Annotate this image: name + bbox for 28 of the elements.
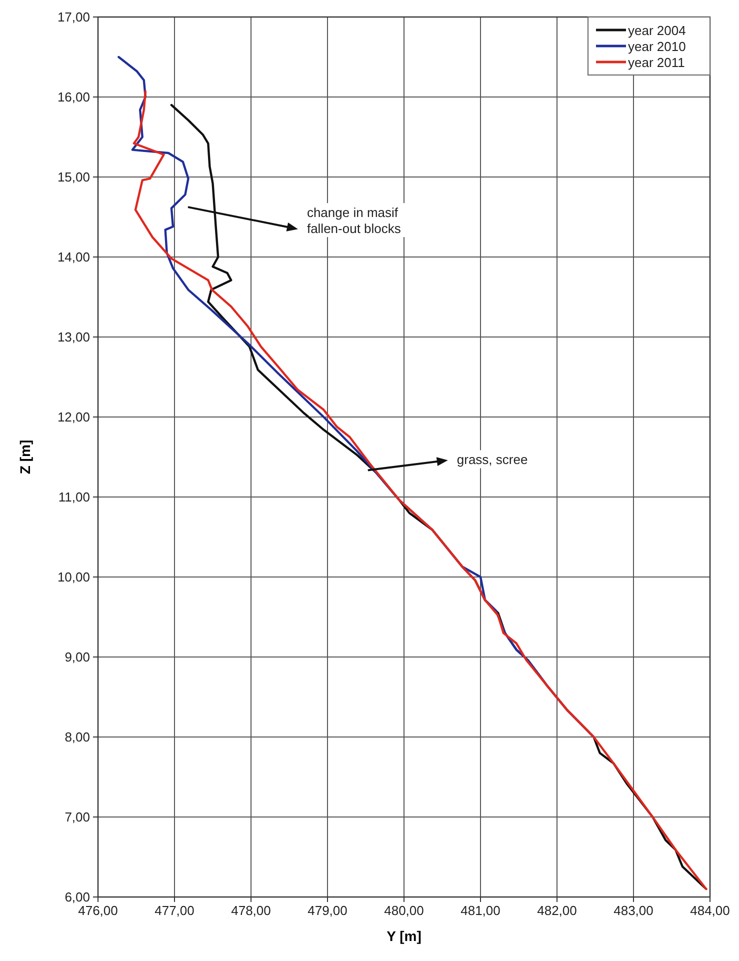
- legend-label: year 2011: [628, 55, 685, 70]
- x-tick-label: 478,00: [231, 903, 271, 918]
- y-tick-label: 6,00: [64, 890, 90, 904]
- x-tick-label: 483,00: [614, 903, 654, 918]
- annotation: change in masif fallen-out blocks: [306, 205, 402, 236]
- annotation: grass, scree: [456, 452, 528, 468]
- y-tick-label: 12,00: [57, 410, 90, 424]
- y-tick-label: 17,00: [57, 10, 90, 24]
- y-tick-label: 14,00: [57, 250, 90, 264]
- y-tick-label: 15,00: [57, 170, 90, 184]
- x-axis-title: Y [m]: [386, 928, 422, 944]
- legend-label: year 2004: [628, 23, 686, 38]
- y-tick-label: 13,00: [57, 330, 90, 344]
- y-tick-label: 7,00: [64, 810, 90, 824]
- y-axis-title: Z [m]: [17, 440, 33, 474]
- y-tick-label: 9,00: [64, 650, 90, 664]
- x-tick-label: 480,00: [384, 903, 424, 918]
- y-tick-label: 8,00: [64, 730, 90, 744]
- x-tick-label: 479,00: [308, 903, 348, 918]
- y-tick-label: 16,00: [57, 90, 90, 104]
- x-tick-label: 476,00: [78, 903, 118, 918]
- legend-label: year 2010: [628, 39, 686, 54]
- x-tick-label: 482,00: [537, 903, 577, 918]
- y-tick-label: 10,00: [57, 570, 90, 584]
- y-tick-label: 11,00: [58, 490, 90, 504]
- x-tick-label: 481,00: [460, 903, 500, 918]
- x-tick-label: 477,00: [154, 903, 194, 918]
- x-tick-label: 484,00: [690, 903, 730, 918]
